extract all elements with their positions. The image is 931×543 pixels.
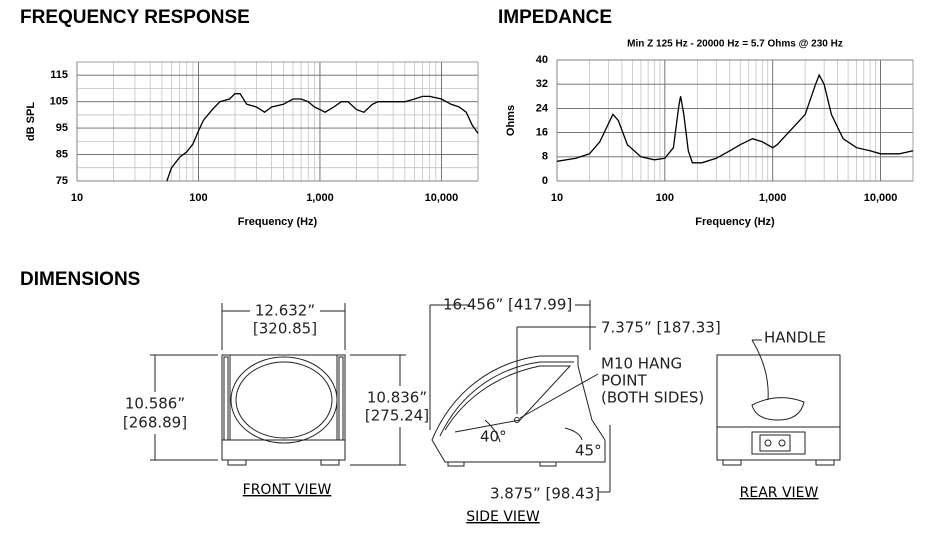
y-axis-label: Ohms <box>505 105 517 136</box>
y-tick-label: 115 <box>50 69 68 81</box>
dim-label: POINT <box>601 372 647 390</box>
data-line <box>556 73 914 164</box>
dim-label: (BOTH SIDES) <box>601 389 704 407</box>
dim-label: HANDLE <box>764 329 826 347</box>
x-tick-label: 10,000 <box>425 192 459 204</box>
front-view <box>150 303 406 466</box>
dim-label: 45° <box>575 442 602 460</box>
y-tick-label: 24 <box>536 102 549 114</box>
dim-label: 10.586” <box>125 395 185 413</box>
data-line <box>166 93 479 182</box>
y-tick-label: 75 <box>56 175 68 187</box>
dim-label: 16.456” [417.99] <box>443 296 572 314</box>
y-tick-label: 16 <box>536 127 548 139</box>
x-axis-label: Frequency (Hz) <box>238 216 318 228</box>
x-tick-label: 100 <box>189 192 207 204</box>
rear-view <box>716 339 841 466</box>
dimension-drawing: DIMENSIONS 12.632” [320.85] 10.586” [268… <box>20 269 841 525</box>
dim-label: M10 HANG <box>601 355 682 373</box>
view-caption: REAR VIEW <box>740 485 819 501</box>
dim-label: 3.875” [98.43] <box>490 485 600 503</box>
dim-label: 7.375” [187.33] <box>601 319 721 337</box>
dim-label: 10.836” <box>367 389 427 407</box>
dim-label: 40° <box>480 428 507 446</box>
x-tick-label: 10 <box>551 192 563 204</box>
x-axis-label: Frequency (Hz) <box>695 216 775 228</box>
chart-title: IMPEDANCE <box>498 7 612 28</box>
view-caption: SIDE VIEW <box>466 509 540 525</box>
x-tick-label: 100 <box>656 192 674 204</box>
side-view <box>429 300 611 493</box>
section-title: DIMENSIONS <box>20 269 140 290</box>
x-tick-label: 10,000 <box>864 192 898 204</box>
plot-frame <box>76 61 479 182</box>
y-tick-label: 105 <box>50 96 68 108</box>
y-tick-label: 40 <box>536 54 548 66</box>
x-tick-label: 10 <box>71 192 83 204</box>
plot-frame <box>556 59 914 182</box>
dim-label: [320.85] <box>253 320 317 338</box>
y-tick-label: 85 <box>56 148 68 160</box>
dim-label: 12.632” <box>255 302 315 320</box>
dim-label: [275.24] <box>365 407 429 425</box>
y-tick-label: 95 <box>56 122 68 134</box>
y-axis-label: dB SPL <box>25 102 37 141</box>
x-tick-label: 1,000 <box>759 192 787 204</box>
chart-title: FREQUENCY RESPONSE <box>20 7 250 28</box>
view-caption: FRONT VIEW <box>243 482 332 498</box>
dim-label: [268.89] <box>123 414 187 432</box>
y-tick-label: 8 <box>542 151 548 163</box>
y-tick-label: 0 <box>542 175 548 187</box>
x-tick-label: 1,000 <box>306 192 334 204</box>
chart-subtitle: Min Z 125 Hz - 20000 Hz = 5.7 Ohms @ 230… <box>627 39 843 50</box>
y-tick-label: 32 <box>536 78 548 90</box>
